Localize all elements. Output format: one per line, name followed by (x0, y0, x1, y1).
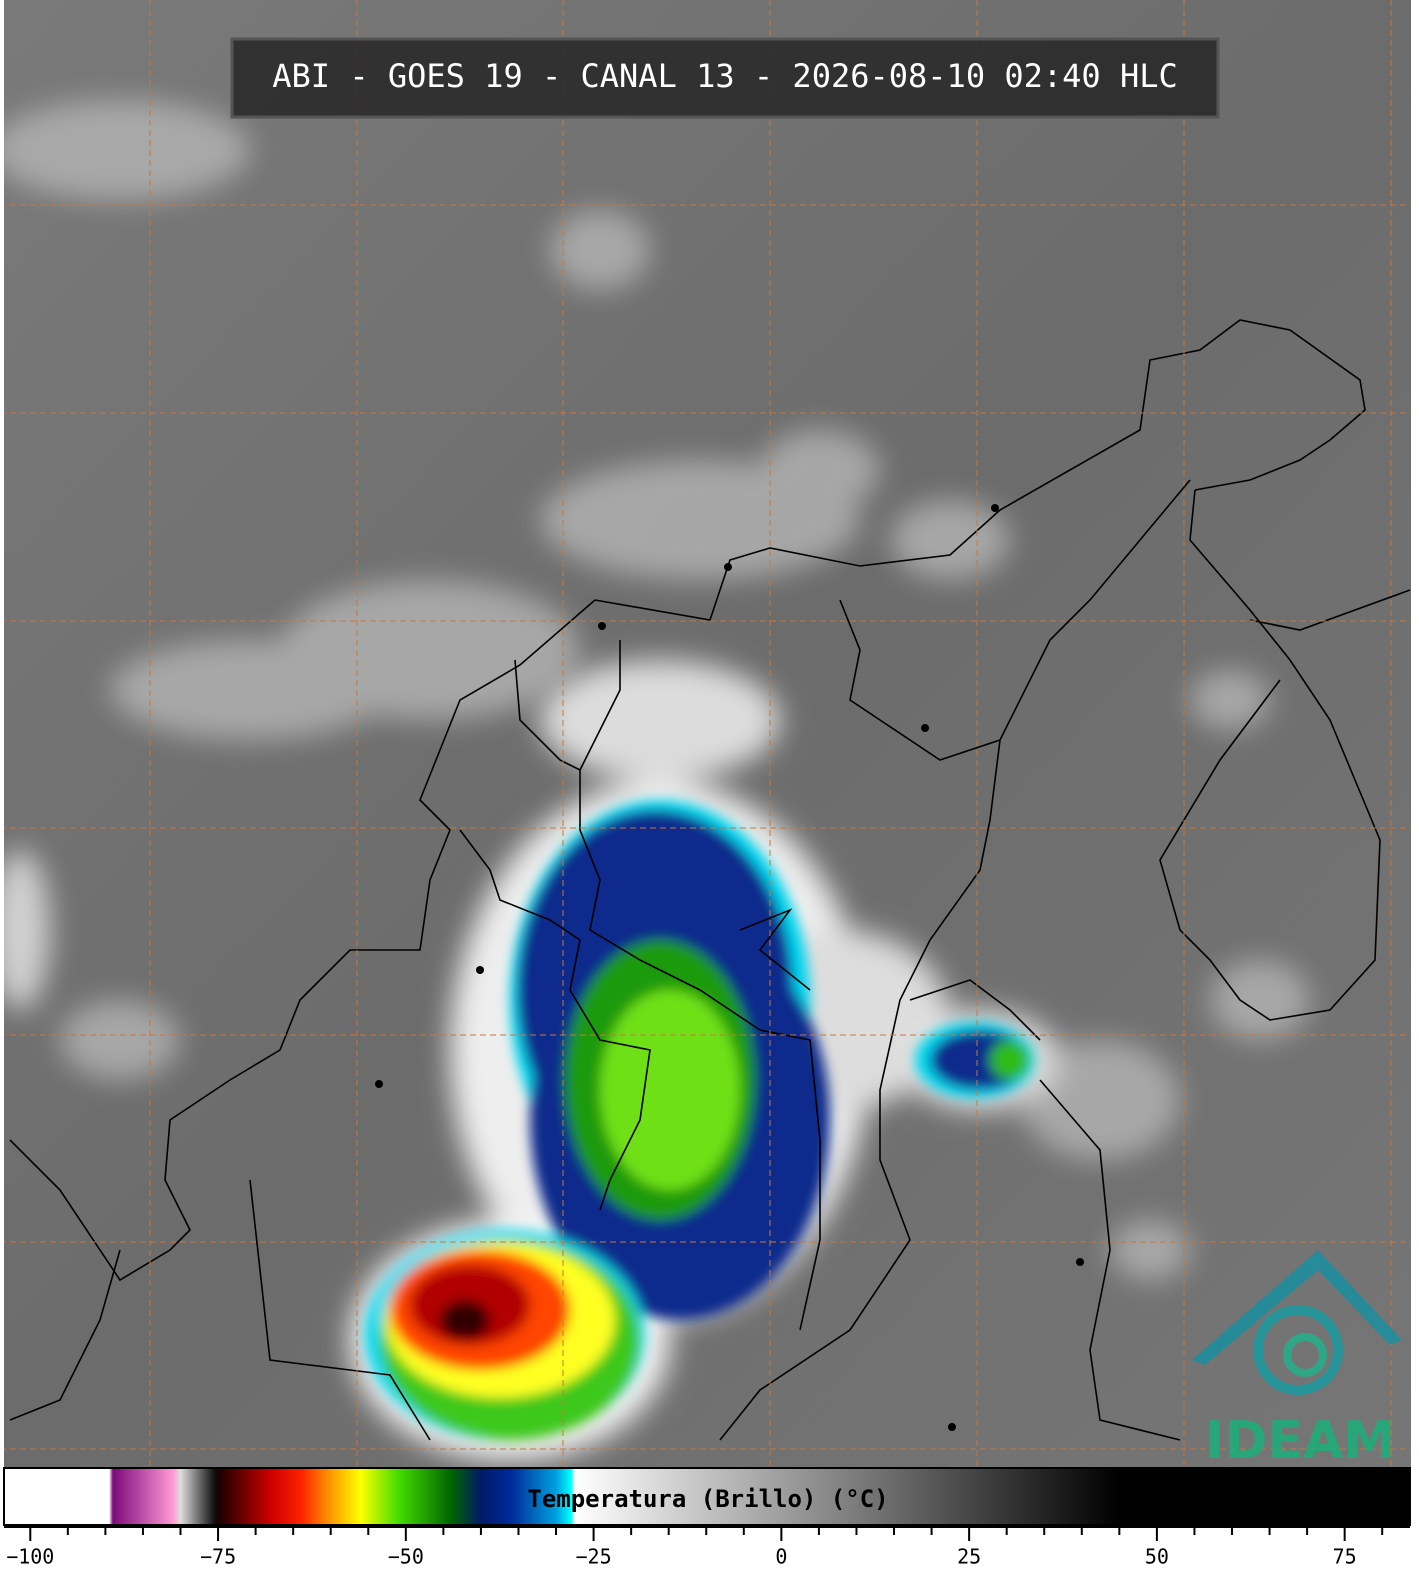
logo: IDEAM (1192, 1250, 1402, 1471)
colorbar-gradient (3, 1467, 1411, 1526)
tick-label: −75 (200, 1545, 236, 1569)
logo-text: IDEAM (1205, 1411, 1395, 1471)
tick-label: −50 (388, 1545, 424, 1569)
title-box: ABI - GOES 19 - CANAL 13 - 2026-08-10 02… (230, 37, 1220, 119)
colorbar-label: Temperatura (Brillo) (°C) (527, 1485, 888, 1513)
title: ABI - GOES 19 - CANAL 13 - 2026-08-10 02… (272, 57, 1177, 95)
tick-label: 50 (1145, 1545, 1169, 1569)
tick-label: −25 (576, 1545, 612, 1569)
satellite-image: IDEAM (4, 0, 1411, 1471)
colorbar: Temperatura (Brillo) (°C) −100 −75 −50 −25 0… (3, 1467, 1411, 1569)
tick-label: −100 (6, 1545, 54, 1569)
tick-label: 25 (957, 1545, 981, 1569)
borders (9, 319, 1411, 1441)
tick-label: 75 (1333, 1545, 1357, 1569)
graticule (4, 0, 1411, 1467)
tick-label: 0 (775, 1545, 787, 1569)
